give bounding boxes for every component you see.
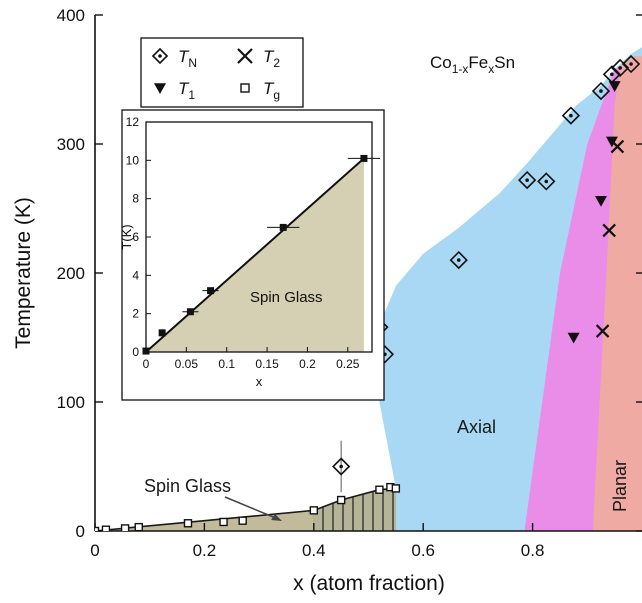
inset-y-tick-label: 6 xyxy=(132,230,139,244)
legend-diamond-icon xyxy=(151,47,169,65)
tn-point-center xyxy=(610,72,614,77)
inset-y-tick-label: 8 xyxy=(132,192,139,206)
inset-x-tick-label: 0.1 xyxy=(218,357,235,371)
region-label-planar: Planar xyxy=(610,460,630,512)
inset-y-axis-title: T(K) xyxy=(119,224,134,249)
region-planar xyxy=(592,56,642,531)
tg-point xyxy=(95,526,100,531)
legend: TN T2 T1 Tg xyxy=(140,37,304,108)
inset-chart: 0 2 4 6 8 10 12 0 0.05 0.1 0.15 0.2 0.25 Spin Glass x T… xyxy=(119,109,385,401)
tg-point xyxy=(183,519,193,528)
tg-point xyxy=(391,484,401,493)
x-tick-label: 0.4 xyxy=(302,541,326,560)
y-tick-label: 0 xyxy=(76,522,85,541)
tn-point xyxy=(517,170,537,190)
legend-triangle-icon xyxy=(154,83,166,94)
y-tick-label: 300 xyxy=(57,135,85,154)
inset-x-tick-label: 0.05 xyxy=(175,357,199,371)
tn-point-center xyxy=(618,66,622,70)
y-tick-label: 400 xyxy=(57,6,85,25)
t2-point xyxy=(602,223,616,238)
inset-point xyxy=(360,154,368,162)
tn-point xyxy=(621,54,641,74)
t2-point xyxy=(595,324,610,338)
legend-cross-icon xyxy=(237,48,253,64)
t2-point xyxy=(610,139,625,154)
tg-point xyxy=(101,525,111,531)
inset-y-tick-label: 12 xyxy=(126,115,140,129)
x-tick-label: 0.8 xyxy=(521,541,545,560)
tg-point xyxy=(134,522,143,531)
phase-regions xyxy=(95,47,642,531)
inset-point xyxy=(186,308,194,316)
tg-point xyxy=(219,517,228,527)
tn-point xyxy=(591,81,611,101)
spin-glass-pointer-arrow xyxy=(224,496,279,520)
x-tick-label: 0.6 xyxy=(411,541,435,560)
tg-point xyxy=(309,506,318,515)
spin-glass-pointer-arrowhead xyxy=(271,514,282,521)
inset-y-tick-label: 2 xyxy=(132,307,139,321)
legend-label: T1 xyxy=(178,79,195,102)
t1-point xyxy=(567,332,580,344)
legend-label: T2 xyxy=(263,47,280,70)
inset-fit-line xyxy=(145,157,365,353)
y-tick-label: 100 xyxy=(57,393,85,412)
tg-point xyxy=(336,495,346,505)
inset-y-tick-label: 10 xyxy=(126,153,140,167)
inset-x-tick-label: 0.25 xyxy=(336,357,360,371)
tn-point-center xyxy=(456,258,461,262)
x-axis-title: x (atom fraction) xyxy=(293,572,445,595)
inset-x-tick-label: 0.15 xyxy=(255,357,279,371)
formula-sub-1: 1-x xyxy=(452,62,469,76)
tn-point xyxy=(610,58,630,78)
inset-x-axis-title: x xyxy=(256,374,263,389)
legend-box xyxy=(140,37,304,108)
y-axis-title: Temperature (K) xyxy=(12,197,35,349)
region-spin-glass-hatch xyxy=(313,488,396,531)
tg-point xyxy=(120,524,130,531)
inset-point xyxy=(279,223,287,231)
tn-point-center xyxy=(569,113,573,118)
region-label-spin-glass: Spin Glass xyxy=(144,476,231,496)
tn-point-center xyxy=(339,464,343,469)
tn-point xyxy=(561,106,581,125)
inset-y-tick-label: 0 xyxy=(132,345,139,359)
inset-point xyxy=(207,287,215,295)
inset-x-tick-label: 0 xyxy=(143,357,150,371)
t1-point xyxy=(594,195,607,207)
x-tick-label: 0 xyxy=(90,541,99,560)
tn-point xyxy=(449,250,468,270)
tg-point xyxy=(238,516,247,525)
t1-point xyxy=(608,81,621,92)
legend-label: TN xyxy=(178,47,197,70)
y-tick-label: 200 xyxy=(57,264,85,283)
legend-square-icon xyxy=(240,83,250,93)
legend-diamond-icon-center xyxy=(158,54,162,58)
inset-region-label: Spin Glass xyxy=(250,289,323,306)
inset-point xyxy=(158,329,166,337)
tn-point-center xyxy=(544,179,549,184)
region-label-axial: Axial xyxy=(457,417,496,437)
tn-point-center xyxy=(599,89,603,93)
legend-label: Tg xyxy=(263,79,280,102)
tn-point xyxy=(537,172,556,191)
tg-point xyxy=(375,485,384,494)
inset-point xyxy=(142,347,150,355)
tn-point-center xyxy=(525,178,529,182)
compound-formula: Co1-xFexSn xyxy=(430,53,515,76)
x-tick-label: 0.2 xyxy=(193,541,217,560)
inset-y-tick-label: 4 xyxy=(132,268,139,282)
tn-point xyxy=(332,457,351,476)
inset-x-tick-label: 0.2 xyxy=(299,357,316,371)
tn-point-center xyxy=(629,62,633,66)
